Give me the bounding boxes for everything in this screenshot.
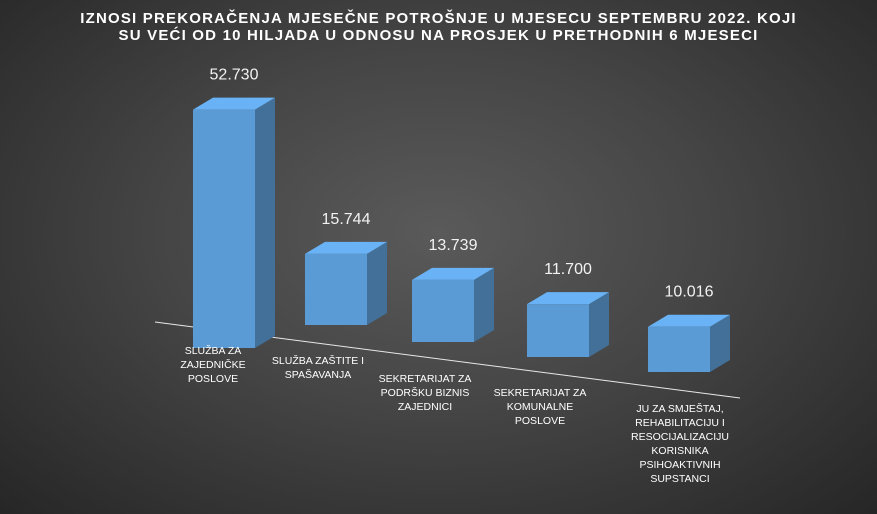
bar [412,267,494,342]
bar-top [305,241,387,254]
bar [527,292,609,357]
category-label: SLUŽBA ZA ZAJEDNIČKE POSLOVE [180,345,246,385]
bar-front [305,253,367,325]
value-label: 13.739 [429,237,478,254]
value-label: 52.730 [210,67,259,84]
bar [193,97,275,348]
bar-side [474,267,494,342]
category-label: SEKRETARIJAT ZA KOMUNALNE POSLOVE [493,387,587,427]
category-label: SEKRETARIJAT ZA PODRŠKU BIZNIS ZAJEDNICI [378,373,472,413]
bar-top [527,292,609,305]
bar [305,241,387,325]
bar [648,314,730,372]
bar-front [193,109,255,348]
bar-side [367,241,387,325]
bar-top [648,314,730,327]
bar-side [710,314,730,372]
value-label: 11.700 [544,261,592,278]
bar-side [255,97,275,348]
bar-front [648,326,710,372]
bar-front [527,304,589,357]
bar-top [193,97,275,110]
bar-top [412,267,494,280]
category-label: SLUŽBA ZAŠTITE I SPAŠAVANJA [271,355,365,381]
chart-title: IZNOSI PREKORAČENJA MJESEČNE POTROŠNJE U… [80,10,797,44]
value-label: 10.016 [665,284,714,301]
bar-front [412,279,474,342]
value-label: 15.744 [322,211,371,228]
category-label: JU ZA SMJEŠTAJ, REHABILITACIJU I RESOCIJ… [630,403,730,485]
bar-side [589,292,609,357]
